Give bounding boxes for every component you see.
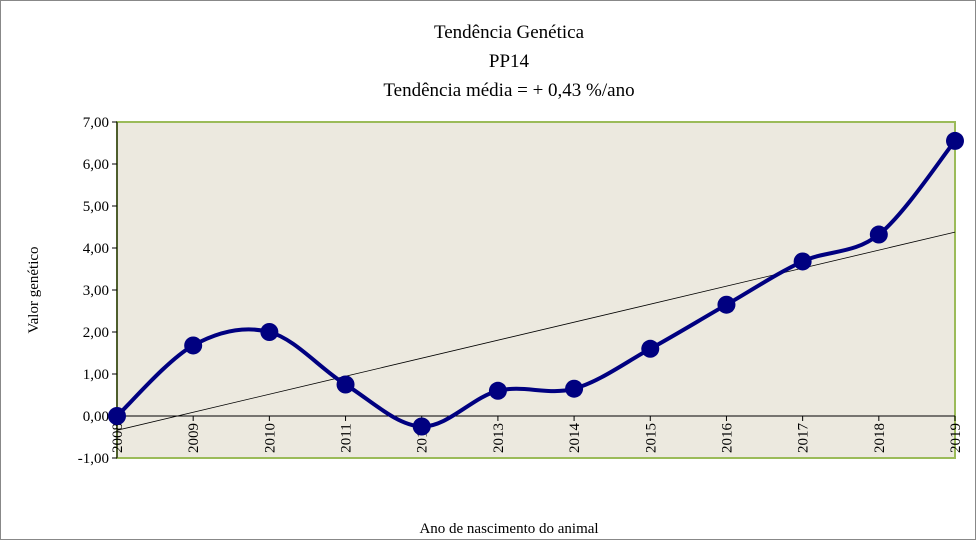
- y-axis-label: Valor genético: [26, 246, 42, 333]
- x-axis-label: Ano de nascimento do animal: [419, 521, 598, 537]
- x-tick-label: 2008: [110, 423, 126, 453]
- series-line: [115, 139, 957, 429]
- x-tick-label: 2017: [796, 423, 812, 454]
- x-tick-label: 2015: [643, 423, 659, 453]
- chart-title: Tendência Genética: [434, 22, 585, 43]
- marker: [641, 339, 660, 358]
- marker: [108, 407, 126, 425]
- x-tick-label: 2011: [339, 423, 355, 452]
- chart-subtitle: PP14: [489, 51, 530, 72]
- marker: [412, 417, 431, 436]
- plot-area: [116, 121, 956, 459]
- x-tick-label: 2009: [186, 423, 202, 453]
- marker: [946, 131, 964, 150]
- y-tick-label: 3,00: [83, 283, 109, 299]
- x-tick-label: 2016: [719, 423, 735, 454]
- x-tick-label: 2018: [872, 423, 888, 453]
- y-tick-label: -1,00: [78, 451, 109, 467]
- marker: [565, 379, 584, 398]
- x-tick-label: 2010: [262, 423, 278, 453]
- marker: [869, 225, 888, 244]
- x-tick-label: 2014: [567, 423, 583, 454]
- trend-line: [116, 231, 956, 431]
- marker: [488, 381, 507, 400]
- marker: [793, 252, 812, 271]
- y-tick-label: 0,00: [83, 409, 109, 425]
- y-tick-label: 4,00: [83, 241, 109, 257]
- y-tick-label: 2,00: [83, 325, 109, 341]
- x-tick-label: 2013: [491, 423, 507, 453]
- marker: [336, 375, 355, 394]
- y-tick-label: 5,00: [83, 199, 109, 215]
- x-tick-label: 2019: [948, 423, 964, 453]
- y-tick-label: 6,00: [83, 157, 109, 173]
- marker: [717, 295, 736, 314]
- marker: [184, 336, 203, 355]
- annotation: Tendência média = + 0,43 %/ano: [383, 80, 634, 101]
- marker: [260, 323, 279, 341]
- y-tick-label: 1,00: [83, 367, 109, 383]
- y-tick-label: 7,00: [83, 115, 109, 131]
